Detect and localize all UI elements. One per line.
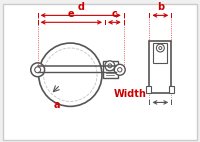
Text: e: e bbox=[68, 9, 75, 19]
Text: a: a bbox=[53, 100, 60, 110]
Text: c: c bbox=[111, 9, 117, 19]
Bar bbox=[103, 61, 118, 78]
Circle shape bbox=[156, 44, 164, 52]
Circle shape bbox=[118, 68, 122, 72]
Circle shape bbox=[105, 61, 115, 71]
Circle shape bbox=[35, 67, 41, 73]
Bar bbox=[149, 41, 171, 93]
Circle shape bbox=[31, 63, 45, 77]
Text: b: b bbox=[157, 2, 164, 12]
Circle shape bbox=[114, 64, 125, 75]
Bar bbox=[146, 86, 151, 93]
Bar bbox=[153, 43, 167, 63]
Bar bbox=[169, 86, 174, 93]
Text: Width: Width bbox=[114, 89, 146, 99]
Text: d: d bbox=[77, 2, 84, 12]
